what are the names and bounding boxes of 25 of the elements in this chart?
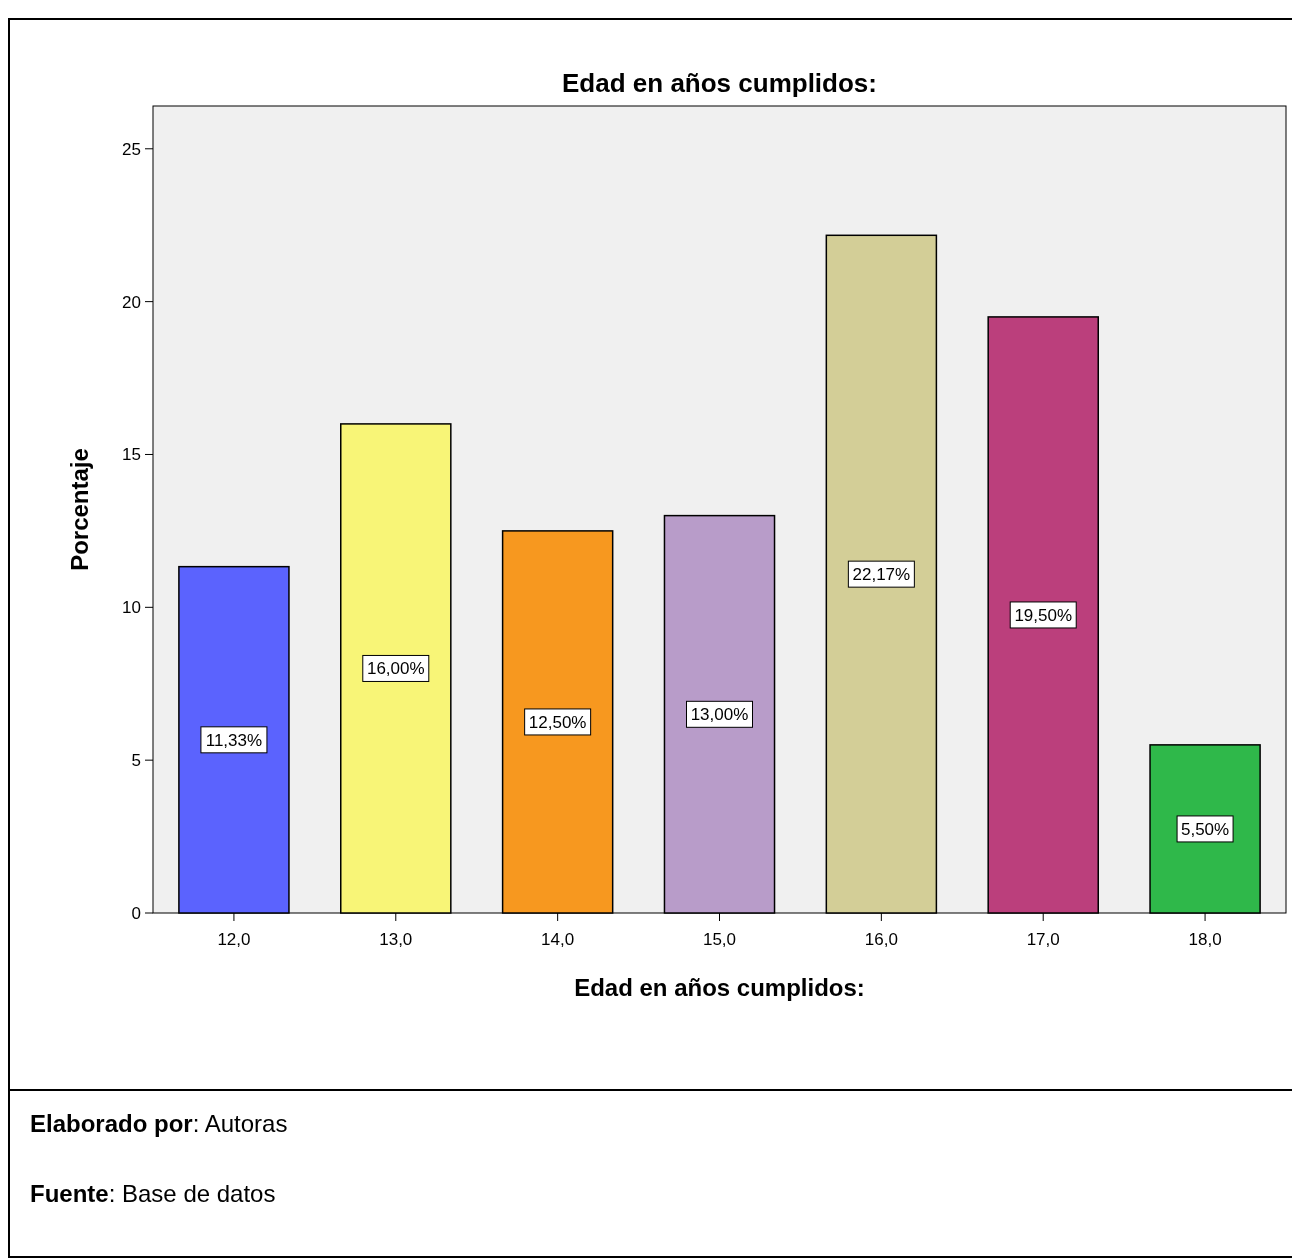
data-label: 13,00% (690, 705, 749, 725)
y-tick-label: 0 (131, 904, 141, 923)
data-label: 16,00% (366, 659, 425, 679)
x-tick-label: 14,0 (541, 930, 575, 949)
x-tick-label: 13,0 (379, 930, 413, 949)
y-axis-title: Porcentaje (66, 448, 93, 571)
source-note: Fuente: Base de datos (30, 1180, 276, 1207)
data-label: 5,50% (1180, 819, 1230, 839)
y-tick-label: 15 (122, 445, 141, 465)
x-axis-title: Edad en años cumplidos: (574, 974, 865, 1001)
text: Elaborado por: Autoras (30, 1110, 288, 1137)
y-tick-label: 10 (122, 598, 141, 618)
chart-title: Edad en años cumplidos: (562, 68, 877, 98)
data-label: 19,50% (1014, 605, 1073, 625)
data-label: 22,17% (852, 565, 911, 585)
x-tick-label: 16,0 (864, 930, 898, 949)
data-label: 11,33% (205, 730, 263, 750)
x-tick-label: 18,0 (1188, 930, 1222, 949)
y-tick-label: 20 (122, 292, 141, 312)
x-tick-label: 17,0 (1026, 930, 1060, 949)
x-tick-label: 15,0 (702, 930, 737, 949)
data-label: 12,50% (528, 712, 587, 732)
y-tick-label: 5 (131, 751, 141, 771)
y-tick-label: 25 (122, 139, 141, 159)
x-tick-label: 12,0 (217, 930, 251, 949)
